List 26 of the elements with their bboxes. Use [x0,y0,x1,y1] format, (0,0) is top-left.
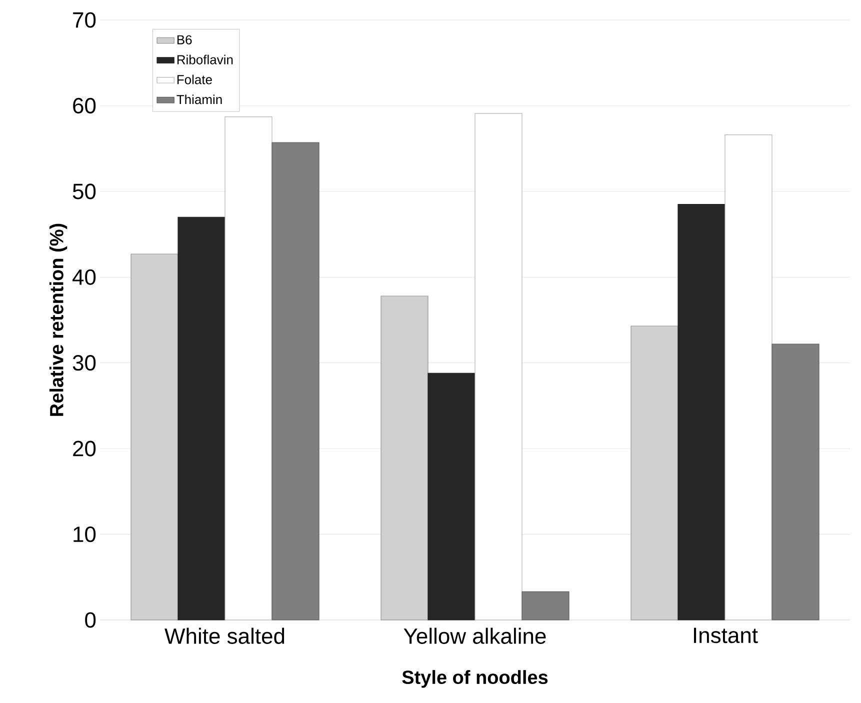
bar [474,113,522,620]
x-axis-title: Style of noodles [402,670,548,688]
y-tick-label: 20 [73,440,96,456]
bar [178,216,226,620]
y-tick-label: 10 [74,526,96,542]
x-tick-label: Instant [694,628,758,644]
legend-label: Riboflavin [177,54,233,64]
y-tick-label: 0 [85,612,96,628]
bar [272,142,320,620]
bar [522,591,570,620]
y-tick-label: 70 [73,12,96,28]
bar [224,116,272,620]
bar [428,372,476,620]
y-tick-label: 30 [72,355,96,371]
y-tick-label: 60 [73,98,96,114]
bar [724,134,772,620]
y-tick-label: 40 [72,269,96,285]
legend-label: B6 [177,35,192,44]
legend-label: Folate [177,74,212,84]
x-tick-label: White salted [164,628,284,644]
legend-label: Thiamin [176,94,222,104]
y-axis-title: Relative retention (%) [49,224,68,416]
bar [772,344,820,620]
bar [678,204,726,620]
y-tick-label: 50 [72,184,96,200]
x-tick-label: Yellow alkaline [404,628,546,644]
